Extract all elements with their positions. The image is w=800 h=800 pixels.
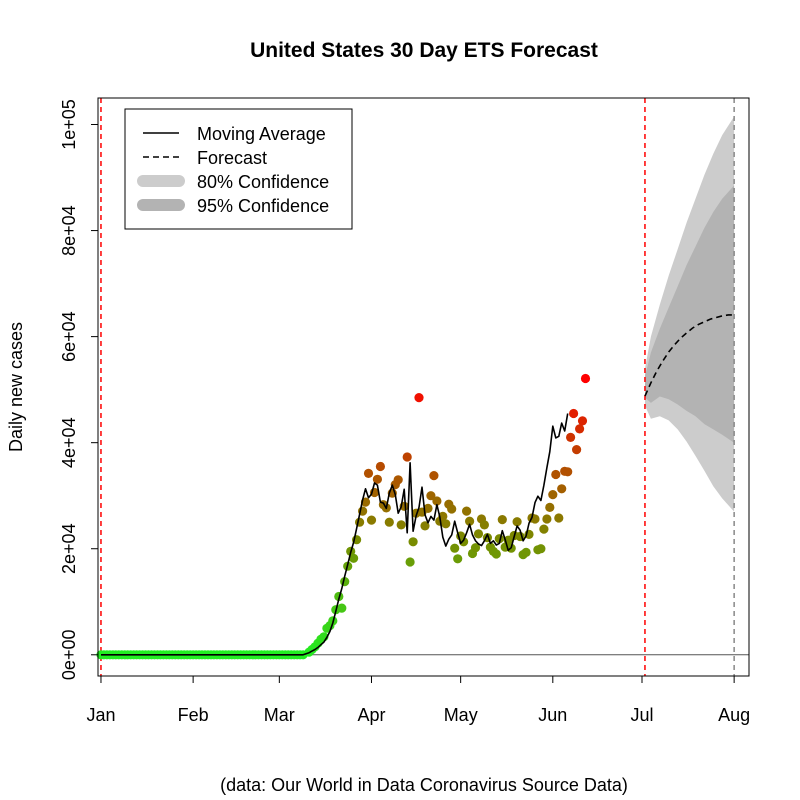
data-point-2020-05-09: [479, 520, 489, 530]
x-tick-label-Jan: Jan: [86, 705, 115, 725]
data-point-2020-04-17: [414, 393, 424, 403]
data-point-2020-06-06: [563, 467, 573, 477]
data-point-2020-04-10: [393, 475, 403, 485]
data-point-2020-04-13: [402, 452, 412, 462]
y-axis: 0e+00 2e+04 4e+04 6e+04 8e+04 1e+05: [59, 99, 98, 680]
x-axis: Jan Feb Mar Apr May Jun Jul Aug: [86, 676, 750, 725]
data-point-2020-06-02: [551, 469, 561, 480]
x-tick-label-Jun: Jun: [538, 705, 567, 725]
data-point-2020-05-28: [536, 544, 546, 554]
x-tick-label-Aug: Aug: [718, 705, 750, 725]
data-point-2020-04-14: [405, 557, 415, 567]
legend: Moving Average Forecast 80% Confidence 9…: [124, 108, 353, 230]
data-point-2020-04-23: [432, 496, 442, 506]
chart-title: United States 30 Day ETS Forecast: [250, 39, 598, 62]
y-axis-label: Daily new cases: [6, 322, 26, 452]
y-tick-label-0: 0e+00: [59, 630, 79, 681]
plot-area: [96, 98, 749, 676]
data-point-2020-06-10: [575, 424, 585, 434]
data-point-2020-06-07: [566, 432, 576, 442]
legend-forecast-label: Forecast: [197, 148, 267, 168]
data-point-2020-05-15: [497, 515, 507, 525]
y-tick-label-40000: 4e+04: [59, 417, 79, 468]
x-tick-label-Jul: Jul: [630, 705, 653, 725]
data-point-2020-04-11: [396, 520, 406, 530]
chart-caption: (data: Our World in Data Coronavirus Sou…: [220, 775, 628, 795]
data-point-2020-04-15: [408, 537, 418, 547]
data-point-2020-04-30: [453, 554, 463, 564]
legend-95-confidence-label: 95% Confidence: [197, 196, 329, 216]
y-tick-label-60000: 6e+04: [59, 311, 79, 362]
data-point-2020-04-03: [372, 474, 382, 484]
data-point-2020-05-04: [465, 516, 475, 526]
data-point-2020-04-22: [429, 471, 439, 481]
data-point-2020-05-03: [462, 506, 472, 516]
data-point-2020-05-06: [470, 543, 481, 553]
data-point-2020-04-04: [375, 461, 385, 472]
data-point-2020-03-26: [349, 553, 359, 563]
data-point-2020-06-11: [577, 416, 588, 426]
data-point-2020-05-31: [545, 502, 555, 512]
data-point-2020-06-04: [557, 484, 567, 494]
confidence-band-80: [645, 185, 735, 443]
data-point-2020-05-30: [542, 514, 552, 524]
data-point-2020-03-28: [355, 517, 365, 527]
x-tick-label-May: May: [444, 705, 478, 725]
x-tick-label-Apr: Apr: [357, 705, 385, 725]
x-tick-label-Feb: Feb: [178, 705, 209, 725]
data-point-2020-06-09: [572, 445, 582, 455]
x-tick-label-Mar: Mar: [264, 705, 295, 725]
y-tick-label-100000: 1e+05: [59, 99, 79, 150]
data-point-2020-04-28: [447, 504, 457, 514]
data-point-2020-04-29: [450, 543, 460, 553]
y-tick-label-20000: 2e+04: [59, 523, 79, 574]
data-point-2020-04-07: [384, 517, 394, 527]
data-point-2020-05-13: [491, 549, 501, 559]
data-point-2020-06-08: [569, 408, 579, 419]
moving-average-line: [101, 413, 569, 656]
plot-frame: [97, 97, 750, 677]
data-point-2020-03-31: [363, 468, 374, 478]
data-point-2020-05-20: [512, 517, 522, 527]
data-point-2020-06-12: [580, 373, 591, 384]
forecast-line: [644, 314, 735, 397]
data-point-2020-04-01: [366, 515, 377, 525]
data-point-2020-05-29: [539, 524, 549, 534]
data-point-2020-05-23: [521, 547, 531, 558]
data-point-2020-04-21: [426, 491, 436, 501]
data-point-2020-04-20: [423, 503, 433, 513]
data-point-2020-04-19: [420, 521, 430, 531]
legend-80-confidence-label: 80% Confidence: [197, 172, 329, 192]
data-point-2020-03-22: [337, 603, 347, 613]
data-point-2020-04-26: [441, 519, 451, 529]
data-point-2020-05-02: [459, 537, 469, 547]
y-tick-label-80000: 8e+04: [59, 205, 79, 256]
data-point-2020-05-07: [473, 529, 484, 539]
data-point-2020-06-03: [554, 513, 564, 523]
data-point-2020-06-01: [548, 490, 558, 500]
legend-moving-average-label: Moving Average: [197, 124, 326, 144]
